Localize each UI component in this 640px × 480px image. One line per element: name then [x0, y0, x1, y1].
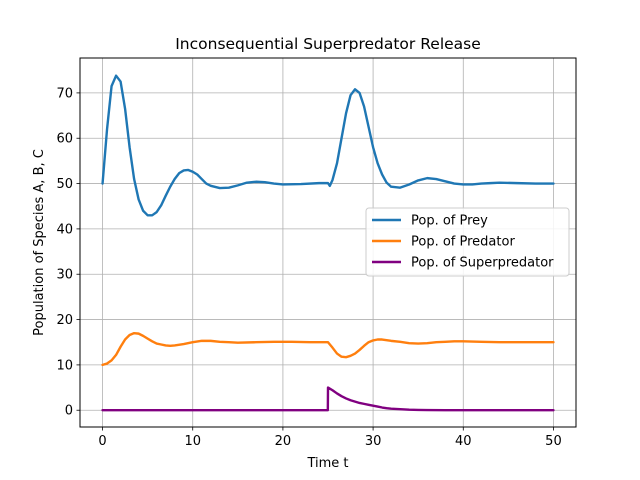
y-tick-label: 0 — [65, 404, 73, 419]
y-tick-label: 40 — [56, 222, 73, 237]
y-tick-label: 30 — [56, 268, 73, 283]
y-axis-label: Population of Species A, B, C — [32, 149, 47, 336]
legend-label-0: Pop. of Prey — [411, 214, 488, 229]
legend-box — [365, 207, 570, 277]
y-tick-label: 10 — [56, 358, 73, 373]
y-tick-label: 70 — [56, 86, 73, 101]
legend-label-2: Pop. of Superpredator — [411, 256, 554, 271]
x-tick-label: 10 — [184, 434, 201, 449]
ticks: 0 10 20 30 40 50 0 10 20 30 40 50 60 70 — [56, 86, 561, 449]
x-tick-label: 40 — [455, 434, 472, 449]
y-tick-label: 50 — [56, 177, 73, 192]
x-tick-label: 30 — [365, 434, 382, 449]
x-tick-label: 50 — [545, 434, 562, 449]
y-tick-label: 60 — [56, 132, 73, 147]
series-group — [101, 74, 555, 412]
plot-frame — [79, 57, 577, 428]
y-tick-label: 20 — [56, 313, 73, 328]
x-tick-label: 20 — [275, 434, 292, 449]
chart-title: Inconsequential Superpredator Release — [175, 35, 481, 53]
x-tick-label: 0 — [98, 434, 106, 449]
legend-label-1: Pop. of Predator — [411, 235, 515, 250]
series-line-1 — [101, 331, 555, 367]
series-line-0 — [101, 74, 555, 217]
x-axis-label: Time t — [306, 456, 348, 471]
series-line-2 — [101, 386, 555, 412]
legend: Pop. of Prey Pop. of Predator Pop. of Supe… — [365, 207, 570, 277]
